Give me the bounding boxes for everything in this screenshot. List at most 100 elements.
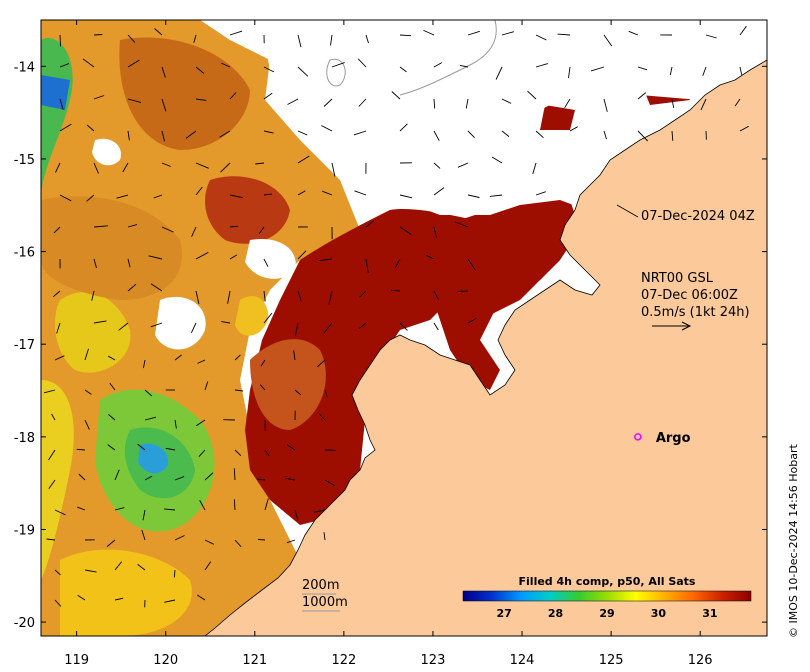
current-vector bbox=[46, 538, 56, 541]
current-vector bbox=[734, 98, 741, 107]
isobath-1000m bbox=[326, 58, 346, 87]
cloud-north-central bbox=[260, 20, 767, 150]
current-vector bbox=[93, 162, 99, 174]
current-vector bbox=[365, 220, 375, 228]
cloud-west-3 bbox=[92, 138, 121, 166]
current-vector bbox=[465, 98, 469, 109]
current-vector bbox=[195, 66, 205, 74]
current-vector bbox=[127, 224, 138, 228]
current-vector bbox=[324, 389, 328, 397]
argo-label: Argo bbox=[656, 431, 691, 446]
current-vector bbox=[54, 355, 65, 361]
cloud-west-2 bbox=[245, 239, 296, 279]
sst-warm-kimberley-gulf bbox=[430, 200, 580, 390]
current-vector bbox=[78, 473, 86, 481]
current-vector bbox=[263, 193, 273, 196]
current-vector bbox=[263, 312, 273, 324]
current-vector bbox=[161, 162, 171, 167]
current-vector bbox=[106, 539, 116, 547]
sst-warm-north-patch bbox=[540, 105, 575, 130]
current-vector bbox=[263, 66, 275, 73]
current-vector bbox=[316, 359, 326, 368]
current-vector bbox=[467, 258, 476, 271]
current-vector bbox=[161, 130, 166, 142]
current-vector bbox=[263, 130, 274, 134]
current-vector bbox=[457, 162, 469, 168]
current-vector bbox=[52, 290, 61, 298]
current-vector bbox=[331, 162, 336, 177]
current-vector bbox=[227, 290, 231, 304]
current-vector bbox=[114, 561, 123, 571]
current-vector bbox=[86, 124, 95, 132]
current-vector bbox=[286, 444, 296, 451]
lon-tick-label: 123 bbox=[421, 653, 446, 668]
current-vector bbox=[433, 130, 440, 141]
current-vector bbox=[501, 130, 510, 137]
current-vector bbox=[603, 130, 607, 140]
current-vector bbox=[264, 449, 270, 457]
current-vector bbox=[491, 156, 503, 164]
current-vector bbox=[323, 532, 326, 541]
cloud-mid bbox=[330, 148, 600, 215]
colorbar-title: Filled 4h comp, p50, All Sats bbox=[519, 575, 696, 588]
current-vector bbox=[671, 98, 675, 108]
current-vector bbox=[234, 539, 242, 548]
current-vector bbox=[122, 162, 129, 173]
isobath-1000m-label: 1000m bbox=[302, 595, 348, 610]
map-plot-area[interactable] bbox=[41, 20, 767, 636]
current-vector bbox=[54, 599, 62, 607]
current-vector bbox=[84, 348, 89, 361]
current-vector bbox=[54, 509, 66, 516]
current-vector bbox=[286, 539, 296, 544]
current-vector bbox=[174, 354, 182, 361]
current-vector bbox=[433, 62, 443, 68]
current-vector bbox=[705, 34, 717, 39]
current-vector bbox=[459, 64, 469, 68]
current-vector bbox=[108, 414, 116, 421]
current-vector bbox=[148, 255, 163, 260]
current-vector bbox=[527, 90, 537, 100]
colorbar-tick-label: 27 bbox=[496, 607, 511, 620]
current-vector bbox=[234, 389, 244, 392]
current-vector bbox=[116, 194, 129, 199]
current-vector bbox=[433, 162, 441, 169]
imos-credit: © IMOS 10-Dec-2024 14:56 Hobart bbox=[787, 443, 800, 638]
current-vector bbox=[467, 194, 480, 198]
current-vectors bbox=[43, 25, 749, 608]
current-vector bbox=[287, 98, 299, 105]
coast-timestamp-label: 07-Dec-2024 04Z bbox=[641, 209, 755, 224]
current-vector bbox=[297, 66, 309, 77]
current-vector bbox=[51, 413, 56, 421]
current-vector bbox=[204, 381, 209, 391]
isobath-200m-label: 200m bbox=[302, 578, 339, 593]
current-vector bbox=[195, 290, 200, 304]
current-vector bbox=[489, 194, 503, 197]
current-vector bbox=[234, 354, 241, 361]
current-time-label: 07-Dec 06:00Z bbox=[641, 288, 738, 303]
current-vector bbox=[365, 258, 369, 273]
current-vector bbox=[43, 389, 56, 394]
current-vector bbox=[359, 290, 367, 298]
current-vector bbox=[59, 98, 64, 110]
argo-float-marker[interactable] bbox=[634, 433, 642, 441]
current-vector bbox=[174, 476, 185, 481]
current-vector bbox=[322, 190, 333, 196]
current-vector bbox=[76, 448, 86, 451]
lat-tick-label: -16 bbox=[14, 246, 35, 261]
current-vector bbox=[86, 194, 95, 202]
current-vector bbox=[590, 66, 605, 72]
current-vector bbox=[93, 95, 105, 100]
current-vector bbox=[161, 66, 166, 78]
current-vector bbox=[82, 58, 95, 68]
current-vector bbox=[399, 226, 412, 235]
colorbar-tick-label: 30 bbox=[651, 607, 667, 620]
current-vector bbox=[150, 283, 163, 292]
current-vector bbox=[501, 98, 512, 104]
current-vector bbox=[127, 130, 130, 141]
current-vector bbox=[433, 226, 437, 239]
lon-tick-label: 121 bbox=[242, 653, 267, 668]
lat-tick-label: -19 bbox=[14, 523, 35, 538]
current-vector bbox=[358, 322, 367, 330]
current-vector bbox=[195, 186, 203, 196]
longitude-axis: 119 120 121 122 123 124 125 126 bbox=[64, 20, 713, 668]
